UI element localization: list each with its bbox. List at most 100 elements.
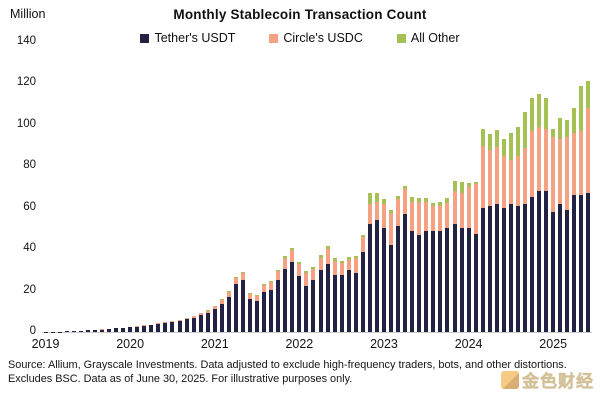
bar-segment xyxy=(459,193,464,229)
plot-area xyxy=(42,42,592,333)
bar-segment xyxy=(417,198,422,202)
bar-segment xyxy=(297,263,302,277)
bar-segment xyxy=(424,198,429,202)
bar-segment xyxy=(565,119,570,138)
bar-segment xyxy=(353,258,358,273)
bar-segment xyxy=(558,117,563,140)
bar-segment xyxy=(523,147,527,204)
bar-segment xyxy=(177,319,182,321)
bar-2023-03 xyxy=(396,196,401,332)
bar-segment xyxy=(374,193,379,202)
bar-2022-12 xyxy=(374,193,379,332)
legend: Tether's USDT Circle's USDC All Other xyxy=(0,31,600,45)
bar-segment xyxy=(452,180,457,192)
bar-segment xyxy=(226,290,231,292)
bar-segment xyxy=(205,310,210,313)
legend-item-0: Tether's USDT xyxy=(140,31,235,45)
bar-segment xyxy=(255,300,260,332)
bar-2025-02 xyxy=(558,117,563,332)
bar-segment xyxy=(551,137,556,212)
bar-segment xyxy=(212,309,217,332)
y-tick-label-80: 80 xyxy=(23,159,36,172)
bar-2020-04 xyxy=(149,324,154,332)
bar-segment xyxy=(304,270,309,273)
bar-segment xyxy=(466,187,471,229)
bar-2020-02 xyxy=(135,326,140,332)
legend-item-1: Circle's USDC xyxy=(269,31,363,45)
bar-segment xyxy=(191,317,196,332)
bar-segment xyxy=(480,145,485,208)
bar-segment xyxy=(226,291,231,297)
bar-2023-05 xyxy=(410,197,415,332)
bar-2024-01 xyxy=(466,182,471,332)
bar-segment xyxy=(494,146,499,204)
bar-2024-11 xyxy=(537,93,542,332)
bar-segment xyxy=(410,201,415,231)
bar-2023-02 xyxy=(389,209,394,332)
bar-segment xyxy=(198,314,203,332)
bar-segment xyxy=(325,246,330,250)
bar-2024-12 xyxy=(544,97,549,332)
bar-2019-12 xyxy=(121,327,126,332)
bar-2021-09 xyxy=(269,281,274,332)
bar-segment xyxy=(381,228,386,332)
bar-segment xyxy=(403,186,408,190)
legend-swatch-icon xyxy=(269,33,279,43)
bar-2019-10 xyxy=(106,329,111,332)
bar-segment xyxy=(544,97,549,130)
bar-2020-11 xyxy=(198,312,203,332)
bar-segment xyxy=(128,327,133,332)
bar-segment xyxy=(438,201,443,206)
bar-segment xyxy=(396,199,401,227)
bar-segment xyxy=(551,211,556,332)
bar-segment xyxy=(360,234,365,237)
bar-segment xyxy=(255,295,260,301)
bar-2021-06 xyxy=(248,292,252,332)
bar-segment xyxy=(389,212,394,245)
bar-segment xyxy=(494,130,499,147)
bar-segment xyxy=(339,260,344,263)
bar-segment xyxy=(283,258,288,269)
bar-segment xyxy=(170,321,175,323)
bar-2019-07 xyxy=(85,330,90,332)
bar-segment xyxy=(565,137,570,210)
bar-segment xyxy=(276,269,281,271)
bar-segment xyxy=(473,183,478,234)
bar-segment xyxy=(332,275,337,332)
bar-2025-01 xyxy=(551,129,556,332)
bar-segment xyxy=(304,272,309,287)
bar-segment xyxy=(360,252,365,332)
bar-segment xyxy=(403,213,408,332)
bar-segment xyxy=(410,230,415,332)
bar-2024-08 xyxy=(515,126,520,332)
x-tick-label-2021: 2021 xyxy=(200,337,229,351)
bar-2019-04 xyxy=(64,331,69,332)
bar-segment xyxy=(339,275,344,332)
bar-segment xyxy=(374,201,379,221)
bar-2022-06 xyxy=(332,258,337,332)
bar-segment xyxy=(586,193,591,332)
bar-segment xyxy=(445,198,450,203)
bar-2023-11 xyxy=(452,180,457,332)
y-tick-label-0: 0 xyxy=(29,325,36,337)
y-axis-unit-label: Million xyxy=(10,7,46,21)
bar-segment xyxy=(276,280,281,332)
bar-2019-09 xyxy=(99,329,104,332)
bar-segment xyxy=(318,269,323,332)
bar-segment xyxy=(248,292,252,294)
bar-2019-11 xyxy=(114,328,119,332)
x-tick-label-2022: 2022 xyxy=(285,337,314,351)
bar-segment xyxy=(297,276,302,332)
bar-2022-07 xyxy=(339,260,344,332)
bar-segment xyxy=(269,282,274,290)
bar-segment xyxy=(501,139,506,156)
x-tick-label-2019: 2019 xyxy=(31,337,60,351)
bar-segment xyxy=(487,149,492,206)
bar-segment xyxy=(212,305,217,307)
bar-segment xyxy=(311,268,316,281)
bar-segment xyxy=(262,285,267,292)
bar-segment xyxy=(381,203,386,229)
bar-segment xyxy=(396,196,401,200)
bar-segment xyxy=(325,263,330,332)
bar-2020-09 xyxy=(184,317,189,332)
